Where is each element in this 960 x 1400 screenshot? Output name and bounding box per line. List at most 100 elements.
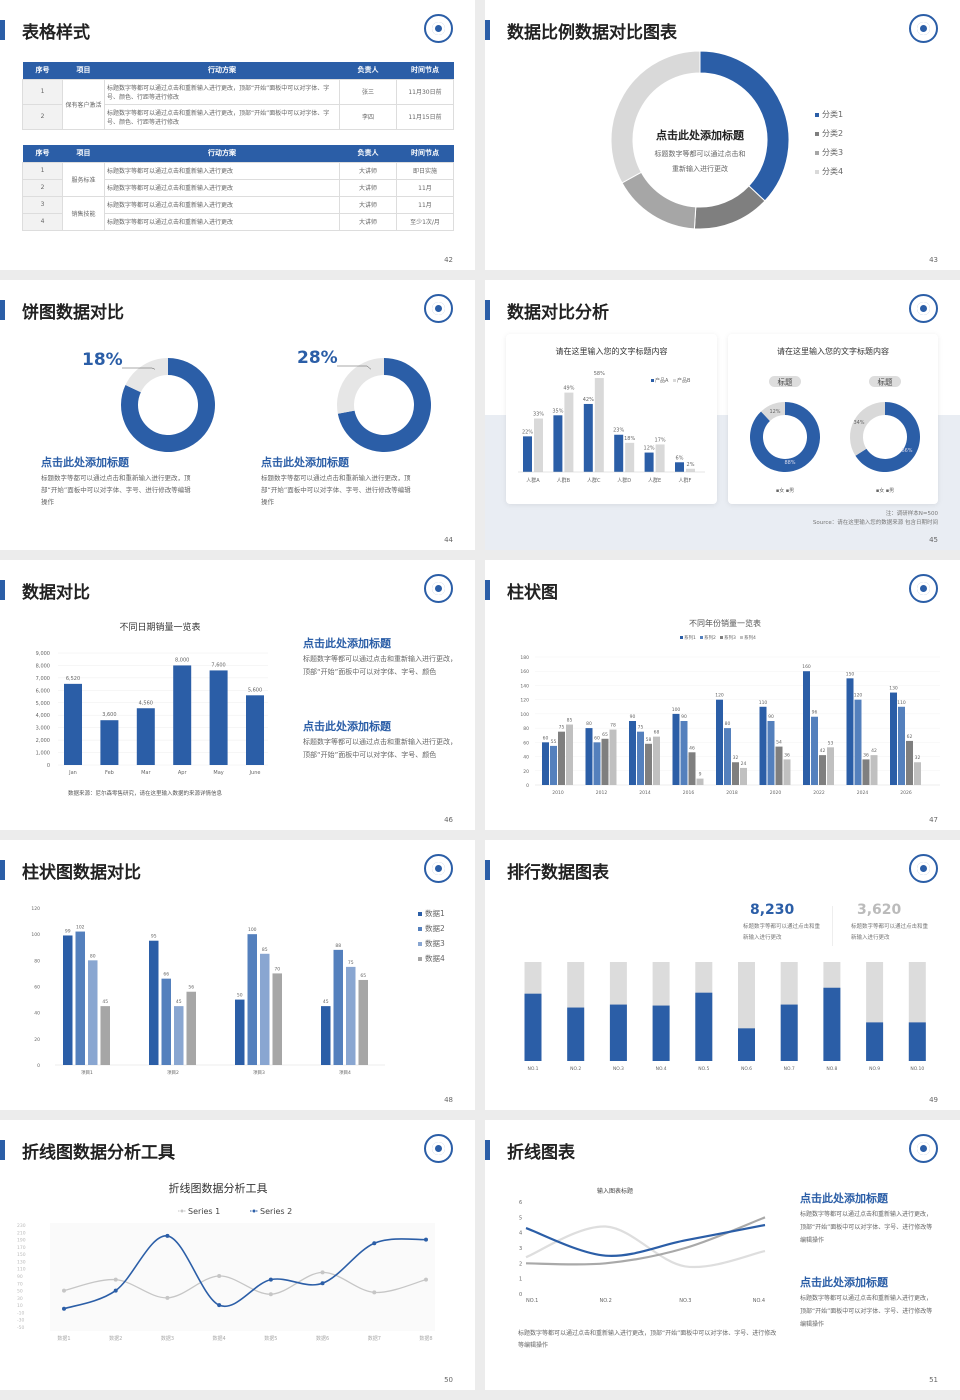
title-bar	[485, 1140, 490, 1160]
data-point	[62, 1288, 66, 1293]
label: 36	[784, 752, 790, 758]
label: NO.9	[869, 1066, 880, 1072]
logo-icon	[909, 14, 938, 43]
table-row: 2 标题数字等都可以通过点击和重新输入进行更改，顶部“开始”面板中可以对字体、字号…	[22, 103, 454, 130]
bar	[655, 444, 665, 472]
block-heading: 点击此处添加标题	[303, 720, 391, 733]
label: 45	[102, 999, 108, 1005]
bar	[594, 378, 604, 472]
bar	[64, 683, 82, 765]
label: 17%	[655, 437, 666, 443]
bar	[63, 935, 73, 1065]
cell: 即日实施	[396, 161, 454, 180]
series-line	[525, 1225, 766, 1269]
label: 80	[90, 953, 96, 959]
label: 190	[17, 1238, 26, 1244]
label: 人群B	[557, 477, 571, 484]
cell: 大讲师	[339, 212, 397, 231]
label: 150	[846, 671, 855, 677]
slide-title: 数据对比	[22, 583, 90, 603]
donut-slice	[855, 402, 920, 472]
label: 45	[176, 999, 182, 1005]
label: NO.5	[698, 1066, 709, 1072]
label: -50	[17, 1325, 24, 1331]
label: NO.8	[826, 1066, 837, 1072]
label: 4,560	[139, 700, 153, 706]
label: 项目1	[81, 1070, 93, 1076]
cell: 2	[22, 178, 63, 197]
label: NO.10	[910, 1066, 924, 1072]
block-heading: 点击此处添加标题	[800, 1276, 888, 1289]
bar	[247, 934, 257, 1065]
label: 8,000	[175, 657, 189, 663]
table-row: 1 服务标准 标题数字等都可以通过点击和重新输入进行更改 大讲师 即日实施	[22, 161, 454, 197]
slide-51: 折线图表 输入图表标题 0 1 2 3 4 5 6 NO.1 NO.2 NO.3 NO.4 标题数字等…	[485, 1120, 960, 1390]
action-table-2: 序号 项目 行动方案 负责人 时间节点 1 服务标准 标题数字等都可以通过点击和重新输入进行…	[22, 145, 454, 231]
cell: 标题数字等都可以通过点击和重新输入进行更改	[104, 178, 340, 197]
cell: 标题数字等都可以通过点击和重新输入进行更改，顶部“开始”面板中可以对字体、字号、…	[104, 103, 340, 130]
bar	[898, 706, 905, 785]
title-bar	[0, 860, 5, 880]
bar	[644, 452, 654, 472]
bar	[846, 678, 854, 785]
bar	[614, 434, 624, 472]
bar	[161, 978, 171, 1065]
label: 60	[543, 735, 549, 741]
block-heading: 点击此处添加标题	[800, 1192, 888, 1205]
legend-swatch	[673, 379, 676, 382]
label: 标题	[778, 377, 793, 387]
label: 2010	[552, 790, 564, 796]
stat-value: 8,230	[750, 902, 795, 918]
label: 项目3	[253, 1070, 265, 1076]
bar	[149, 940, 159, 1065]
cell: 保有客户激活	[62, 78, 105, 130]
label: 2012	[596, 790, 608, 796]
label: 110	[17, 1267, 26, 1273]
label: 160	[802, 664, 811, 670]
label: 数据4	[213, 1335, 226, 1342]
label: 0	[47, 763, 50, 769]
label: 数据8	[419, 1335, 432, 1342]
data-point	[62, 1306, 66, 1311]
cell: 11月15日前	[396, 103, 454, 130]
donut-slice	[699, 50, 790, 202]
percent-label: 18%	[82, 350, 123, 370]
bar	[524, 993, 542, 1061]
bar	[136, 708, 155, 765]
bar	[321, 1006, 331, 1065]
label: NO.2	[570, 1066, 581, 1072]
block-heading: 点击此处添加标题	[261, 456, 349, 469]
legend: 分类1 分类2 分类3 分类4	[815, 105, 843, 181]
chart-title: 折线图数据分析工具	[169, 1181, 268, 1195]
slide-48: 柱状图数据对比 0 20 40 60 80 100 120 99 102 80 45 项目1 95 66 4…	[0, 840, 475, 1110]
label: 4	[519, 1231, 522, 1237]
legend-swatch	[680, 636, 683, 639]
label: 102	[76, 925, 85, 931]
label: 40	[523, 755, 529, 761]
label: 96	[812, 710, 818, 716]
bar	[652, 1005, 670, 1061]
plot-area	[50, 1223, 435, 1331]
label: 数据2	[109, 1335, 122, 1342]
title-bar	[0, 1140, 5, 1160]
page-number: 49	[929, 1096, 938, 1104]
label: 12%	[644, 446, 655, 452]
bar	[186, 991, 196, 1065]
donut-slice	[337, 358, 431, 452]
label: 80	[34, 958, 40, 964]
cell: 至少1次/月	[396, 212, 454, 231]
donut-slice	[693, 185, 766, 230]
label: NO.4	[656, 1066, 667, 1072]
label: 数据3	[161, 1335, 174, 1342]
page-number: 48	[444, 1096, 453, 1104]
label: 33%	[533, 412, 544, 418]
cell: 1	[22, 161, 63, 180]
label: 95	[151, 934, 157, 940]
label: 2020	[770, 790, 782, 796]
label: 65	[602, 732, 608, 738]
legend-dot	[180, 1209, 184, 1213]
cell: 张三	[339, 78, 397, 105]
bar-chart: 0 20 40 60 80 100 120 99 102 80 45 项目1 95 66 45 56 项目2 50…	[31, 906, 385, 1076]
label: 6%	[676, 455, 684, 461]
